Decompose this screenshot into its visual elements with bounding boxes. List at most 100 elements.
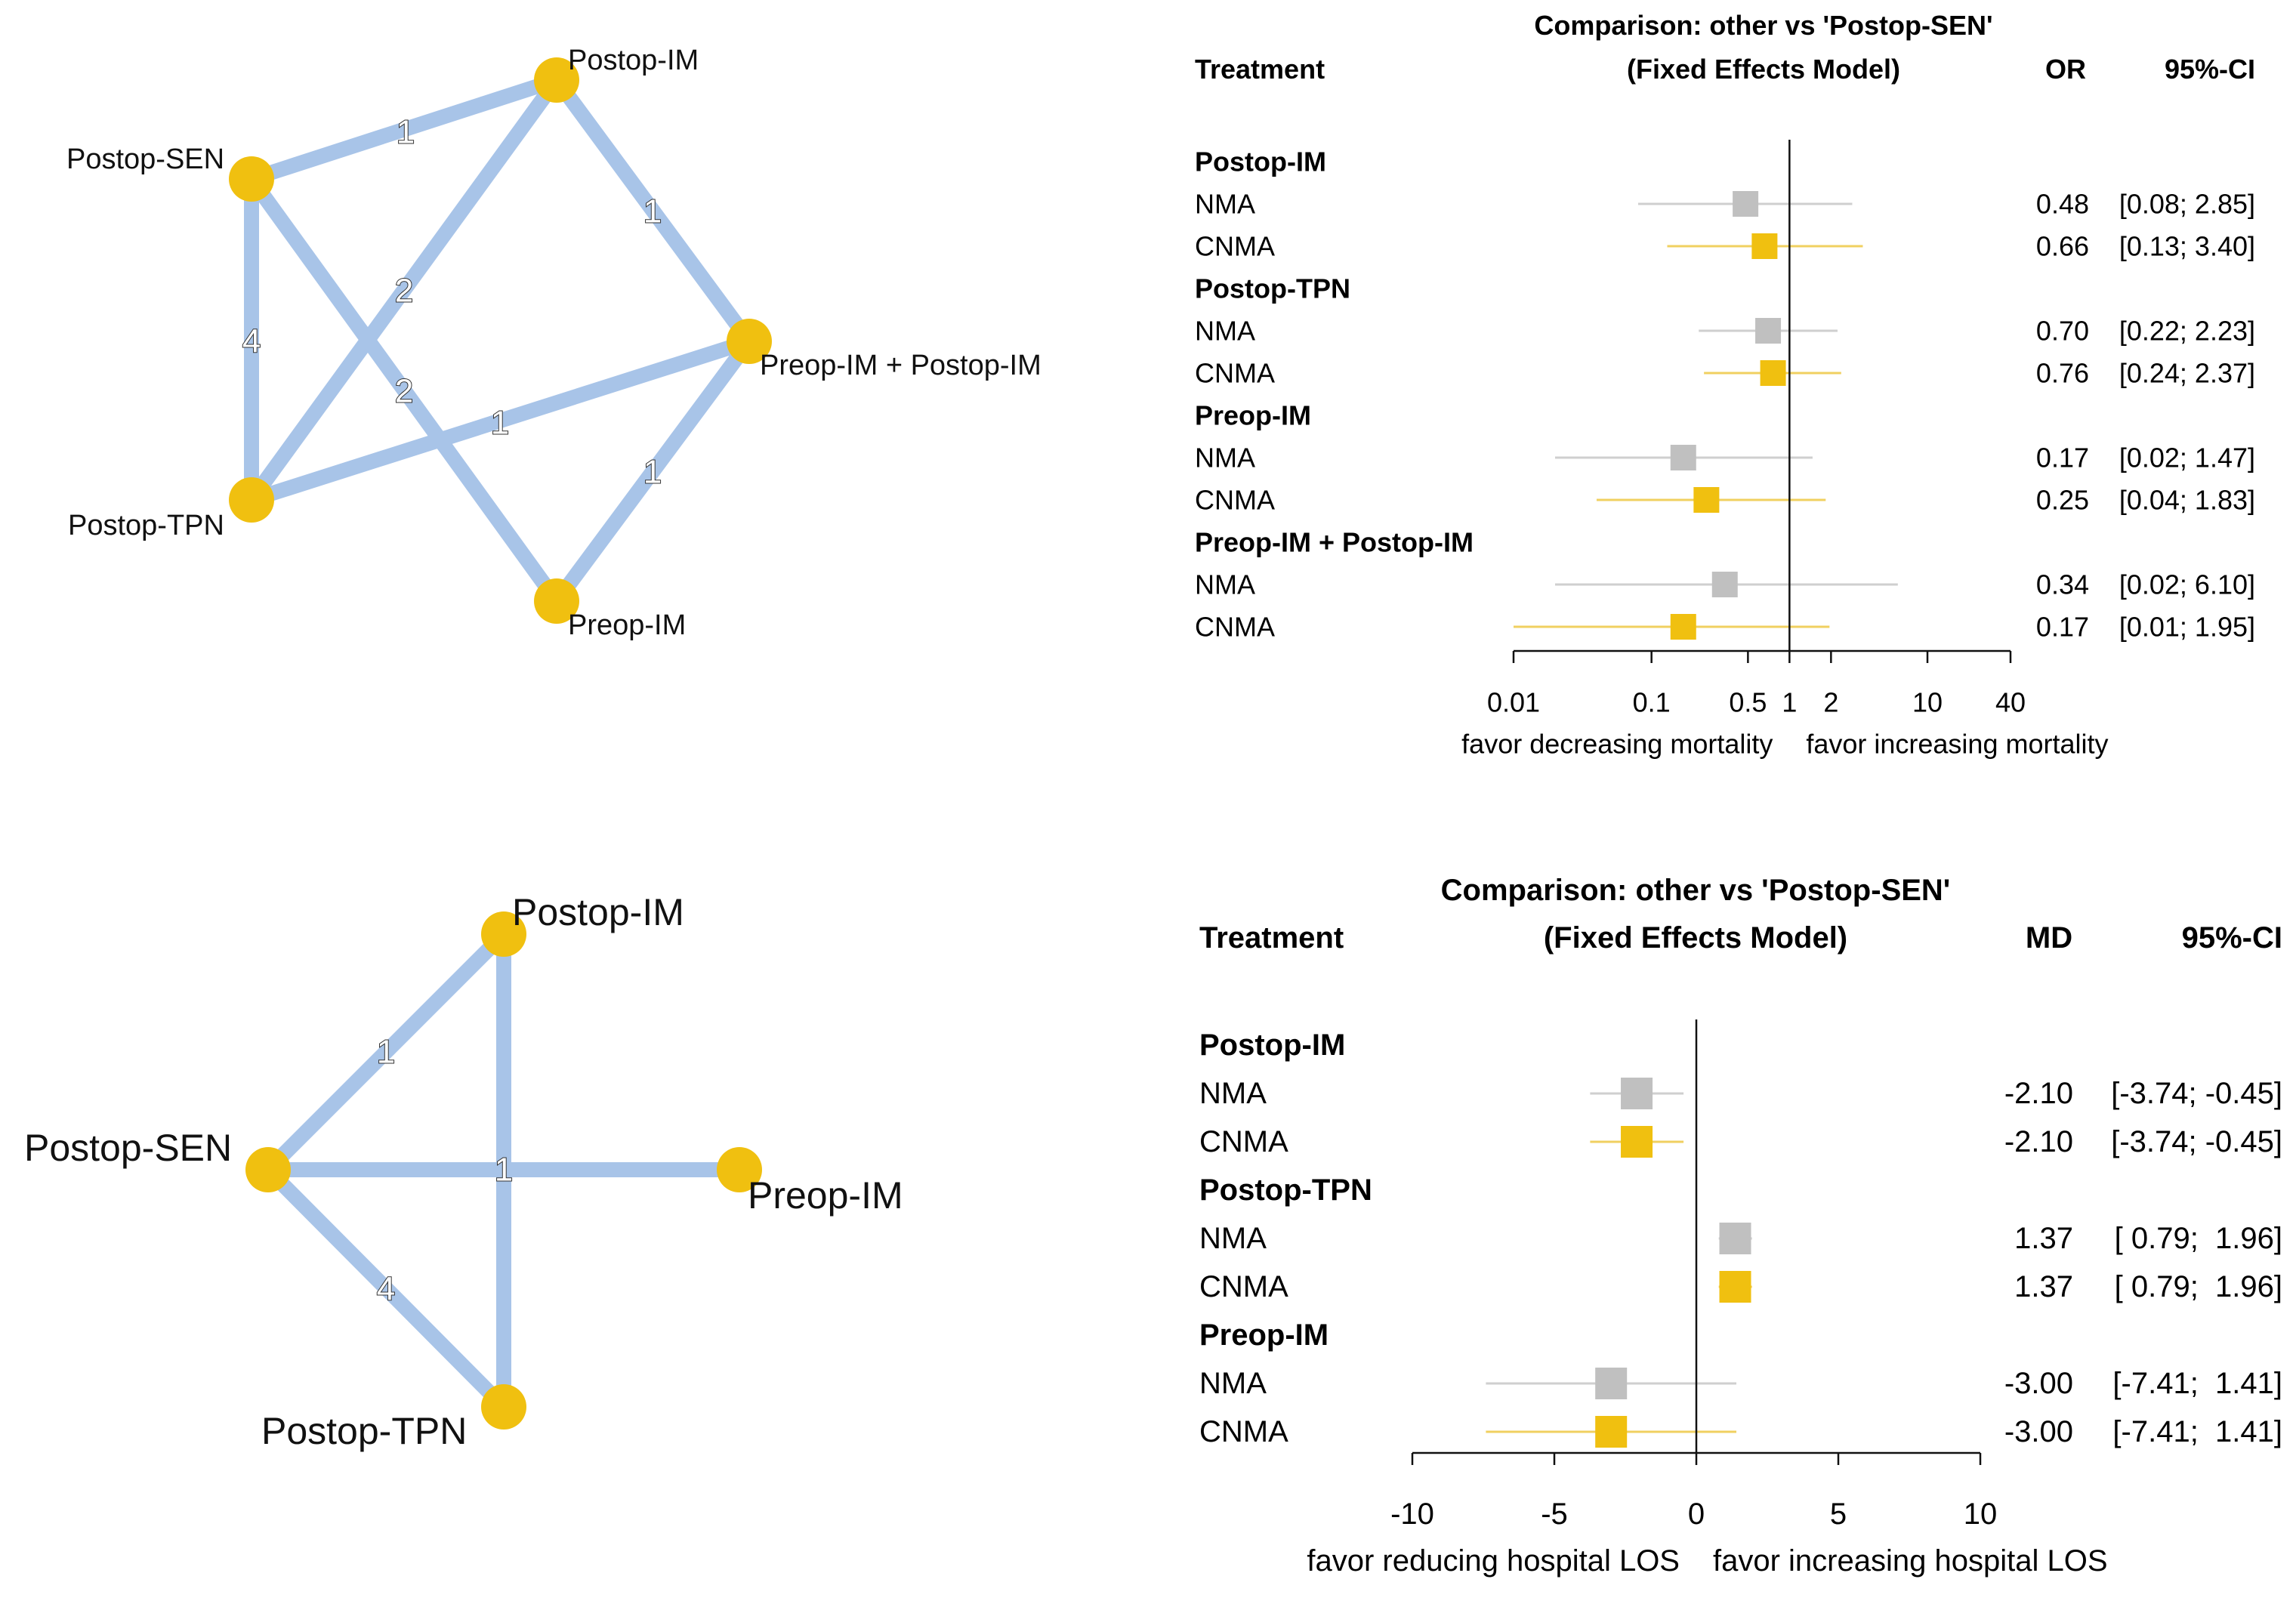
estimate-marker-postop-tpn-cnma	[1719, 1271, 1751, 1303]
col-header-treatment: Treatment	[1195, 54, 1325, 85]
row-estimate-preop-im-cnma: -3.00	[2004, 1415, 2073, 1448]
group-label-postop-im: Postop-IM	[1195, 147, 1326, 177]
x-tick-label-10: 10	[1964, 1497, 1998, 1531]
edge-label-postop-tpn-postop-im: 2	[395, 273, 413, 310]
node-preop-im	[534, 578, 579, 624]
edge-label-postop-tpn-preop-im-postop-im: 1	[491, 405, 509, 442]
x-tick-label-10: 10	[1912, 687, 1943, 718]
estimate-marker-preop-im-nma	[1595, 1368, 1628, 1399]
node-postop-tpn	[229, 477, 274, 523]
group-label-postop-tpn: Postop-TPN	[1199, 1174, 1372, 1207]
network-plot-mortality: 1 1 4 2 2 1 1 Postop-IM Postop-SEN Preop-IM + Pos…	[66, 45, 1042, 641]
row-ci-preop-im-cnma: [0.04; 1.83]	[2119, 485, 2255, 516]
x-tick-label-0: 0	[1688, 1497, 1705, 1531]
group-label-preop-im: Preop-IM	[1195, 400, 1311, 431]
node-postop-tpn	[481, 1384, 526, 1430]
node-label-postop-im: Postop-IM	[512, 891, 684, 933]
x-tick-label-40: 40	[1995, 687, 2026, 718]
row-ci-preop-im-nma: [-7.41; 1.41]	[2112, 1367, 2282, 1400]
row-estimate-postop-im-nma: 0.48	[2036, 189, 2089, 220]
forest-subtitle: (Fixed Effects Model)	[1544, 921, 1847, 955]
x-tick-label-5: -5	[1541, 1497, 1568, 1531]
node-label-postop-sen: Postop-SEN	[66, 143, 224, 175]
row-estimate-preop-im-postop-im-nma: 0.34	[2036, 569, 2089, 600]
row-model-postop-tpn-cnma: CNMA	[1199, 1270, 1288, 1303]
row-estimate-postop-tpn-nma: 1.37	[2014, 1222, 2073, 1255]
group-label-preop-im-postop-im: Preop-IM + Postop-IM	[1195, 527, 1474, 558]
row-ci-preop-im-postop-im-nma: [0.02; 6.10]	[2119, 569, 2255, 600]
edge-label-preop-im-postop-im-preop-im: 1	[643, 454, 662, 491]
row-ci-postop-tpn-nma: [0.22; 2.23]	[2119, 316, 2255, 347]
edge-label-postop-sen-postop-tpn: 4	[242, 323, 261, 360]
edge-label-postop-im-preop-im-postop-im: 1	[643, 193, 662, 230]
forest-title: Comparison: other vs 'Postop-SEN'	[1534, 10, 1992, 41]
row-model-postop-tpn-nma: NMA	[1195, 316, 1255, 347]
edge-label-postop-sen-postop-tpn: 4	[377, 1271, 395, 1308]
row-estimate-postop-im-cnma: 0.66	[2036, 231, 2089, 262]
estimate-marker-postop-tpn-cnma	[1760, 360, 1786, 386]
node-postop-sen	[245, 1147, 291, 1192]
x-tick-label-5: 5	[1830, 1497, 1847, 1531]
row-ci-postop-im-nma: [0.08; 2.85]	[2119, 189, 2255, 220]
estimate-marker-preop-im-cnma	[1595, 1416, 1628, 1448]
node-label-postop-tpn: Postop-TPN	[68, 510, 224, 541]
edge-postop-tpn-preop-im-postop-im	[244, 334, 757, 507]
row-estimate-postop-tpn-cnma: 1.37	[2014, 1270, 2073, 1303]
estimate-marker-postop-im-nma	[1621, 1078, 1653, 1109]
col-header-ci: 95%-CI	[2165, 54, 2255, 85]
estimate-marker-postop-im-cnma	[1751, 233, 1778, 259]
edge-postop-sen-postop-tpn	[261, 1162, 511, 1414]
forest-plot-mortality: Comparison: other vs 'Postop-SEN' Treatme…	[1195, 10, 2255, 760]
axis-label-right: favor increasing mortality	[1806, 729, 2108, 760]
forest-title: Comparison: other vs 'Postop-SEN'	[1441, 874, 1951, 907]
row-model-preop-im-postop-im-nma: NMA	[1195, 569, 1255, 600]
estimate-marker-preop-im-postop-im-cnma	[1670, 614, 1696, 640]
row-ci-postop-im-cnma: [-3.74; -0.45]	[2111, 1125, 2282, 1158]
edge-postop-im-preop-im-postop-im	[549, 72, 757, 349]
node-label-preop-im-postop-im: Preop-IM + Postop-IM	[760, 350, 1042, 381]
row-ci-preop-im-cnma: [-7.41; 1.41]	[2112, 1415, 2282, 1448]
node-label-postop-sen: Postop-SEN	[24, 1127, 232, 1169]
node-postop-sen	[229, 156, 274, 202]
node-label-preop-im: Preop-IM	[748, 1174, 903, 1217]
row-estimate-postop-im-nma: -2.10	[2004, 1077, 2073, 1110]
col-header-treatment: Treatment	[1199, 921, 1344, 955]
estimate-marker-preop-im-nma	[1670, 445, 1696, 470]
x-tick-label-10: -10	[1390, 1497, 1434, 1531]
row-model-postop-tpn-nma: NMA	[1199, 1222, 1267, 1255]
col-header-effect: OR	[2045, 54, 2086, 85]
row-estimate-preop-im-nma: 0.17	[2036, 443, 2089, 473]
row-model-preop-im-nma: NMA	[1195, 443, 1255, 473]
row-model-preop-im-postop-im-cnma: CNMA	[1195, 612, 1275, 643]
row-estimate-preop-im-postop-im-cnma: 0.17	[2036, 612, 2089, 643]
estimate-marker-postop-im-nma	[1733, 191, 1759, 217]
row-model-postop-tpn-cnma: CNMA	[1195, 358, 1275, 389]
edge-label-postop-sen-postop-im: 1	[397, 114, 415, 151]
edge-postop-tpn-postop-im	[244, 72, 564, 507]
row-ci-postop-im-nma: [-3.74; -0.45]	[2111, 1077, 2282, 1110]
group-label-preop-im: Preop-IM	[1199, 1319, 1329, 1352]
node-preop-im	[717, 1147, 762, 1192]
node-label-preop-im: Preop-IM	[568, 609, 686, 641]
row-estimate-postop-tpn-nma: 0.70	[2036, 316, 2089, 347]
forest-subtitle: (Fixed Effects Model)	[1627, 54, 1900, 85]
edge-label-postop-sen-preop-im: 1	[495, 1152, 513, 1189]
node-postop-im	[481, 911, 526, 957]
forest-plot-hospital-los: Comparison: other vs 'Postop-SEN' Treatme…	[1199, 874, 2282, 1578]
row-model-preop-im-cnma: CNMA	[1199, 1415, 1288, 1448]
x-tick-label-0-5: 0.5	[1729, 687, 1767, 718]
row-estimate-preop-im-nma: -3.00	[2004, 1367, 2073, 1400]
row-ci-postop-im-cnma: [0.13; 3.40]	[2119, 231, 2255, 262]
col-header-effect: MD	[2026, 921, 2072, 955]
group-label-postop-im: Postop-IM	[1199, 1029, 1345, 1062]
row-model-postop-im-cnma: CNMA	[1195, 231, 1275, 262]
row-ci-preop-im-postop-im-cnma: [0.01; 1.95]	[2119, 612, 2255, 643]
row-model-preop-im-nma: NMA	[1199, 1367, 1267, 1400]
row-model-postop-im-cnma: CNMA	[1199, 1125, 1288, 1158]
edge-postop-sen-postop-im	[261, 927, 511, 1177]
node-preop-im-postop-im	[727, 319, 772, 364]
edge-label-postop-sen-preop-im: 2	[395, 373, 413, 410]
estimate-marker-postop-im-cnma	[1621, 1126, 1653, 1158]
x-tick-label-0-1: 0.1	[1633, 687, 1671, 718]
